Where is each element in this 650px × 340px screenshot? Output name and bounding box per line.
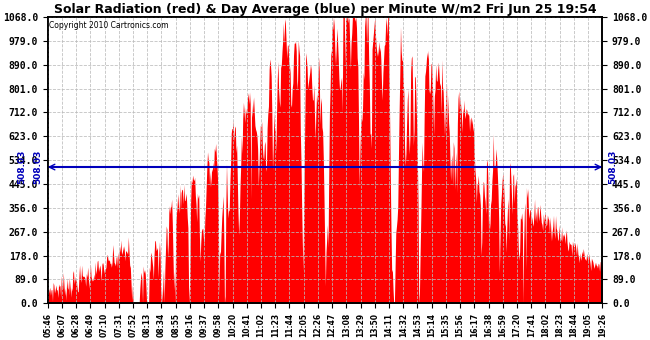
Text: 508.03: 508.03 — [33, 150, 42, 184]
Text: 508.03: 508.03 — [18, 150, 26, 184]
Text: Copyright 2010 Cartronics.com: Copyright 2010 Cartronics.com — [49, 21, 168, 30]
Title: Solar Radiation (red) & Day Average (blue) per Minute W/m2 Fri Jun 25 19:54: Solar Radiation (red) & Day Average (blu… — [54, 3, 596, 16]
Text: 508.03: 508.03 — [608, 150, 617, 184]
